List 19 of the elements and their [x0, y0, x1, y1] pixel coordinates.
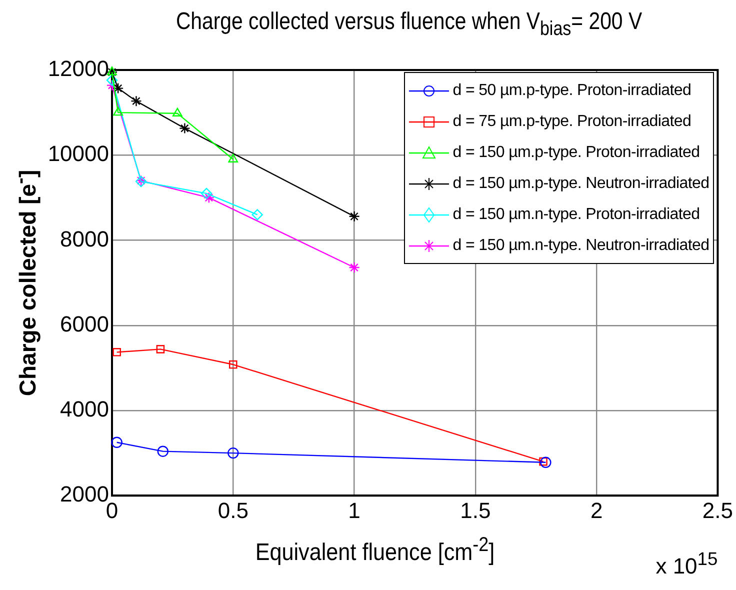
x-axis-title: Equivalent fluence [cm$^{-2}$]	[255, 534, 495, 567]
x-tick-label: 0.5	[218, 498, 248, 523]
x-tick-label: 2.5	[702, 498, 734, 523]
y-tick-label: 10000	[48, 141, 109, 166]
legend-label: d = 150 µm.p-type. Neutron-irradiated	[452, 174, 710, 192]
y-tick-label: 4000	[60, 396, 109, 422]
legend-label: d = 150 µm.n-type. Proton-irradiated	[452, 206, 700, 224]
legend-label: d = 50 µm.p-type. Proton-irradiated	[452, 82, 692, 100]
chart-title: Charge collected versus fluence when V$_{bias}$= 200 V	[176, 8, 642, 41]
legend-label: d = 150 µm.p-type. Proton-irradiated	[452, 144, 700, 162]
legend-label: d = 75 µm.p-type. Proton-irradiated	[452, 112, 692, 130]
legend-label: d = 150 µm.n-type. Neutron-irradiated	[452, 236, 710, 254]
y-tick-label: 6000	[60, 311, 109, 336]
x-tick-label: 1	[348, 498, 360, 523]
y-tick-label: 12000	[48, 56, 109, 82]
x-tick-label: 1.5	[460, 498, 491, 523]
y-tick-label: 8000	[60, 226, 109, 252]
x-tick-label: 2	[590, 498, 603, 523]
text: x 10$^{15}$	[656, 548, 718, 579]
